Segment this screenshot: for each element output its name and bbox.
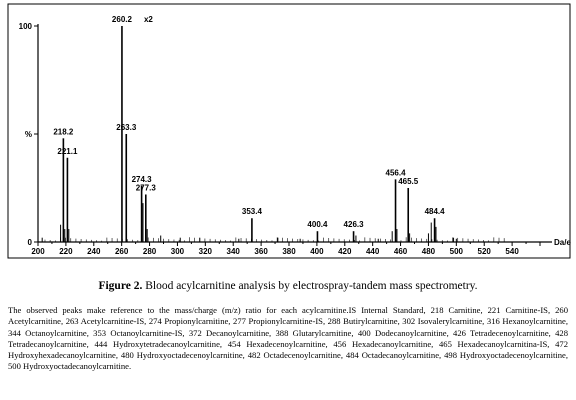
y-tick-label: 100 [19,22,33,31]
peak-label-465.5: 465.5 [398,177,419,186]
caption-label: Figure 2. [98,280,143,292]
x-tick-label: 360 [254,247,268,256]
peak-label-277.3: 277.3 [136,183,157,192]
figure-description: The observed peaks make reference to the… [8,305,568,372]
x-tick-label: 380 [282,247,296,256]
peak-marks [41,26,505,242]
x-tick-label: 480 [422,247,436,256]
y-tick-label: % [25,130,32,139]
figure-border [7,3,571,259]
peak-label-426.3: 426.3 [344,220,365,229]
x-tick-label: 240 [87,247,101,256]
peak-label-221.1: 221.1 [57,147,78,156]
x-tick-label: 420 [338,247,352,256]
x-tick-label: 400 [310,247,324,256]
x-tick-label: 200 [31,247,45,256]
mass-spectrum-chart: 100% 0 200 220 240 260 280 300 320 340 360 380 400 42… [7,3,572,259]
peak-label-353.4: 353.4 [242,207,263,216]
peak-label-456.4: 456.4 [386,168,407,177]
x-tick-label: 500 [450,247,464,256]
x-tick-label: 220 [59,247,73,256]
x-tick-label: 320 [199,247,213,256]
peak-label-218.2: 218.2 [53,127,74,136]
peak-label-260.2: 260.2 [112,15,133,24]
x-tick-label: 460 [394,247,408,256]
x-tick-label: 540 [505,247,519,256]
caption-text: Blood acylcarnitine analysis by electros… [142,280,478,292]
peak-label-400.4: 400.4 [307,220,328,229]
x-tick-label: 340 [227,247,241,256]
y-tick-label: 0 [28,238,33,247]
chart-frame [7,3,571,259]
x-tick-label: 440 [366,247,380,256]
zoom-marker: x2 [144,15,153,24]
x-tick-label: 260 [115,247,129,256]
figure-caption: Figure 2. Blood acylcarnitine analysis b… [0,280,576,292]
peak-label-484.4: 484.4 [425,207,446,216]
x-tick-label: 280 [143,247,157,256]
x-tick-label: 300 [171,247,185,256]
x-tick-label: 520 [478,247,492,256]
peak-label-263.3: 263.3 [116,123,137,132]
x-axis-label: Da/e [554,238,571,247]
peak-label-274.3: 274.3 [132,175,153,184]
